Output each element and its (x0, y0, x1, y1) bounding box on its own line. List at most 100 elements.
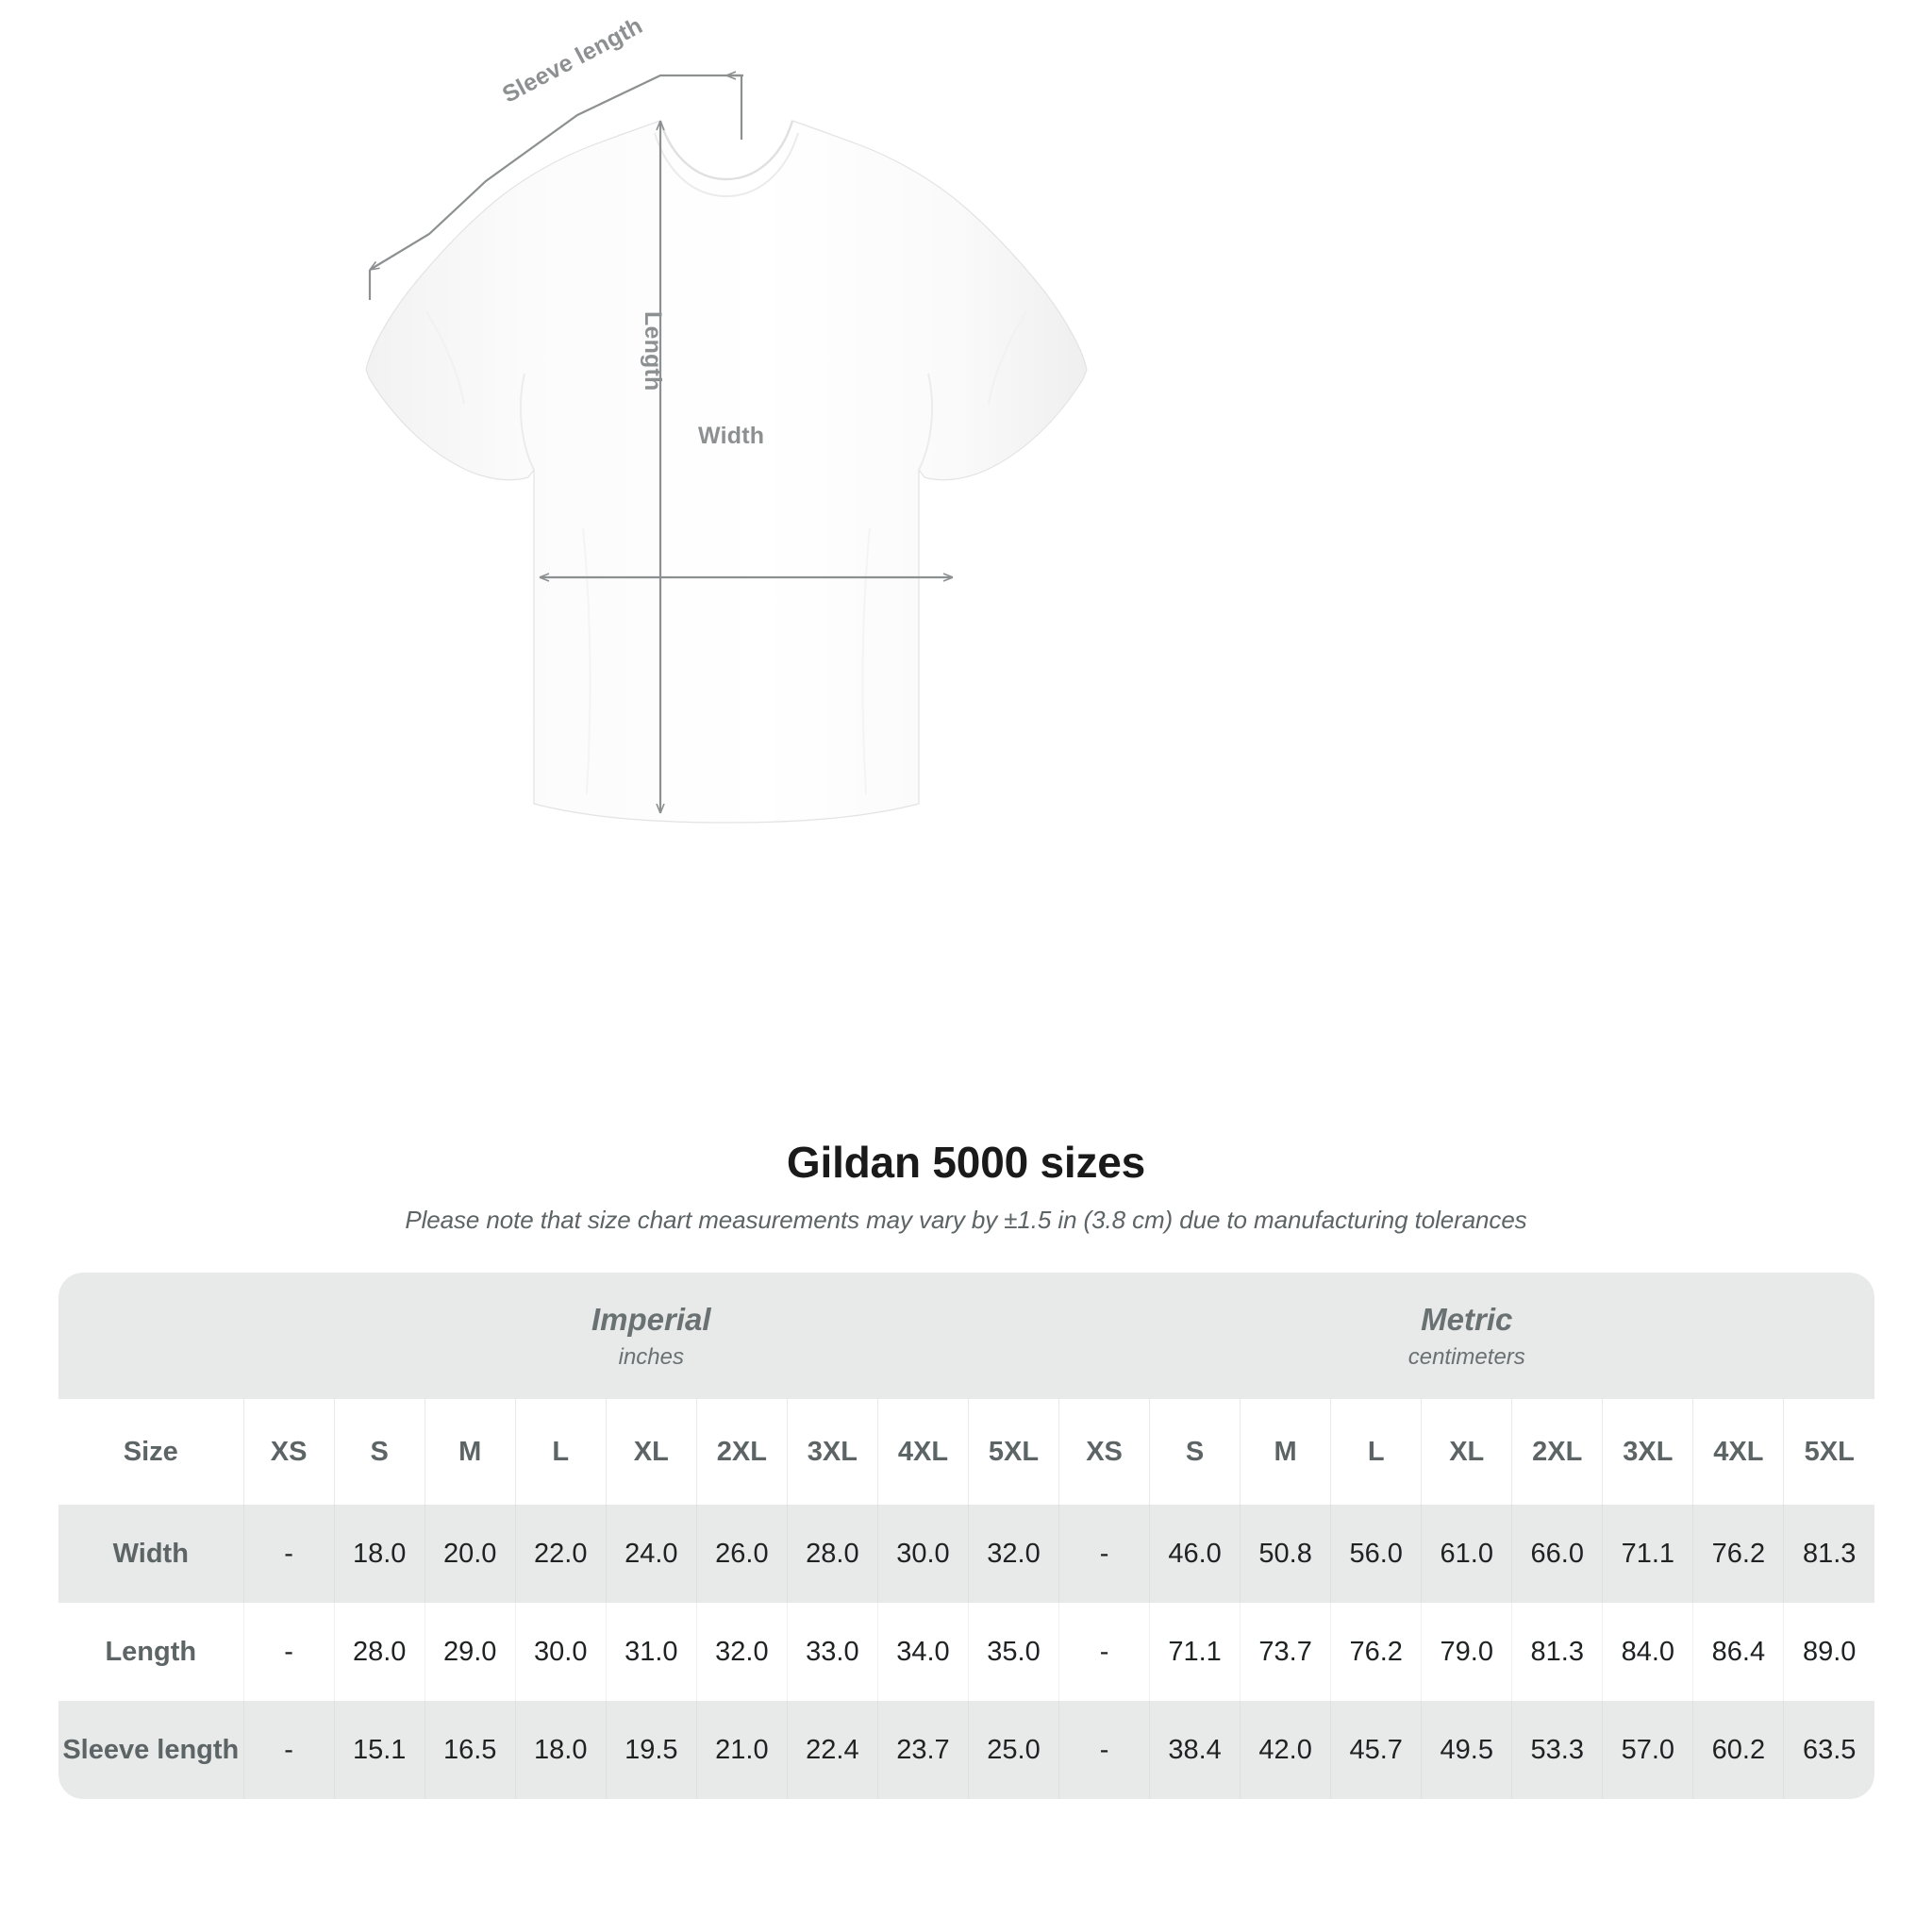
size-header-metric-s: S (1149, 1399, 1241, 1505)
cell-metric-sleeve-length-3xl: 57.0 (1602, 1701, 1693, 1799)
size-header-imperial-xl: XL (605, 1399, 697, 1505)
cell-metric-length-l: 76.2 (1330, 1603, 1422, 1701)
unit-header-spacer (58, 1273, 244, 1399)
cell-metric-length-2xl: 81.3 (1511, 1603, 1603, 1701)
cell-metric-width-2xl: 66.0 (1511, 1505, 1603, 1603)
cell-imperial-length-s: 28.0 (333, 1603, 425, 1701)
size-header-imperial-m: M (424, 1399, 516, 1505)
size-header-row: Size XS S M L XL 2XL 3XL 4XL 5XL XS S M L XL 2XL 3XL 4XL 5… (58, 1399, 1874, 1505)
size-header-imperial-2xl: 2XL (695, 1399, 788, 1505)
row-header-length: Length (58, 1603, 244, 1701)
cell-imperial-sleeve-length-m: 16.5 (424, 1701, 516, 1799)
cell-imperial-width-xl: 24.0 (605, 1505, 697, 1603)
cell-metric-width-l: 56.0 (1330, 1505, 1422, 1603)
cell-metric-length-xs: - (1058, 1603, 1150, 1701)
cell-imperial-sleeve-length-l: 18.0 (514, 1701, 607, 1799)
size-header-metric-xs: XS (1058, 1399, 1150, 1505)
heading-block: Gildan 5000 sizes Please note that size … (0, 1140, 1932, 1235)
row-header-width: Width (58, 1505, 244, 1603)
cell-imperial-sleeve-length-3xl: 22.4 (786, 1701, 878, 1799)
size-header-imperial-4xl: 4XL (876, 1399, 969, 1505)
cell-imperial-width-5xl: 32.0 (967, 1505, 1059, 1603)
cell-imperial-sleeve-length-4xl: 23.7 (876, 1701, 969, 1799)
size-header-label: Size (58, 1399, 244, 1505)
size-table: Imperial inches Metric centimeters Size XS S M L… (58, 1273, 1874, 1799)
size-header-imperial-l: L (514, 1399, 607, 1505)
size-header-imperial-xs: XS (242, 1399, 335, 1505)
cell-imperial-width-2xl: 26.0 (695, 1505, 788, 1603)
table-row: Sleeve length -15.1 16.5 18.0 19.5 21.0 22.4 23… (58, 1701, 1874, 1799)
unit-group-unit: inches (618, 1344, 684, 1371)
cell-imperial-width-xs: - (242, 1505, 335, 1603)
cell-metric-width-5xl: 81.3 (1783, 1505, 1874, 1603)
cell-imperial-sleeve-length-s: 15.1 (333, 1701, 425, 1799)
cell-imperial-width-3xl: 28.0 (786, 1505, 878, 1603)
table-row: Length -28.0 29.0 30.0 31.0 32.0 33.0 34.0 35.0-… (58, 1603, 1874, 1701)
unit-group-metric: Metric centimeters (1058, 1273, 1874, 1399)
unit-group-name: Imperial (591, 1301, 711, 1337)
width-label: Width (698, 423, 765, 449)
size-header-metric-4xl: 4XL (1692, 1399, 1784, 1505)
size-header-metric-5xl: 5XL (1783, 1399, 1874, 1505)
size-table-container: Imperial inches Metric centimeters Size XS S M L… (58, 1273, 1874, 1799)
cell-imperial-length-5xl: 35.0 (967, 1603, 1059, 1701)
cell-metric-sleeve-length-s: 38.4 (1149, 1701, 1241, 1799)
cell-metric-width-s: 46.0 (1149, 1505, 1241, 1603)
length-label: Length (640, 311, 666, 391)
unit-group-unit: centimeters (1407, 1344, 1525, 1371)
cell-metric-length-5xl: 89.0 (1783, 1603, 1874, 1701)
cell-metric-width-xl: 61.0 (1421, 1505, 1512, 1603)
cell-imperial-length-2xl: 32.0 (695, 1603, 788, 1701)
cell-imperial-sleeve-length-5xl: 25.0 (967, 1701, 1059, 1799)
cell-imperial-sleeve-length-2xl: 21.0 (695, 1701, 788, 1799)
cell-metric-sleeve-length-xl: 49.5 (1421, 1701, 1512, 1799)
cell-imperial-length-m: 29.0 (424, 1603, 516, 1701)
size-header-imperial-3xl: 3XL (786, 1399, 878, 1505)
row-header-sleeve-length: Sleeve length (58, 1701, 244, 1799)
cell-metric-sleeve-length-5xl: 63.5 (1783, 1701, 1874, 1799)
cell-metric-length-4xl: 86.4 (1692, 1603, 1784, 1701)
unit-group-imperial: Imperial inches (243, 1273, 1059, 1399)
size-header-metric-xl: XL (1421, 1399, 1512, 1505)
cell-imperial-length-4xl: 34.0 (876, 1603, 969, 1701)
page-title: Gildan 5000 sizes (786, 1138, 1146, 1187)
cell-metric-width-xs: - (1058, 1505, 1150, 1603)
cell-imperial-length-xs: - (242, 1603, 335, 1701)
unit-group-name: Metric (1421, 1301, 1513, 1337)
cell-imperial-width-s: 18.0 (333, 1505, 425, 1603)
cell-metric-length-m: 73.7 (1240, 1603, 1331, 1701)
cell-metric-width-3xl: 71.1 (1602, 1505, 1693, 1603)
cell-imperial-width-m: 20.0 (424, 1505, 516, 1603)
cell-imperial-sleeve-length-xl: 19.5 (605, 1701, 697, 1799)
cell-metric-sleeve-length-l: 45.7 (1330, 1701, 1422, 1799)
cell-metric-sleeve-length-4xl: 60.2 (1692, 1701, 1784, 1799)
sleeve-dimension-arrow (368, 71, 743, 300)
cell-imperial-width-l: 22.0 (514, 1505, 607, 1603)
cell-metric-sleeve-length-2xl: 53.3 (1511, 1701, 1603, 1799)
tshirt-illustration (365, 71, 1088, 824)
cell-metric-length-xl: 79.0 (1421, 1603, 1512, 1701)
cell-imperial-length-l: 30.0 (514, 1603, 607, 1701)
cell-imperial-width-4xl: 30.0 (876, 1505, 969, 1603)
cell-imperial-length-3xl: 33.0 (786, 1603, 878, 1701)
cell-metric-width-4xl: 76.2 (1692, 1505, 1784, 1603)
size-header-imperial-s: S (333, 1399, 425, 1505)
table-row: Width -18.0 20.0 22.0 24.0 26.0 28.0 30.0 32.0-4… (58, 1505, 1874, 1603)
cell-metric-length-s: 71.1 (1149, 1603, 1241, 1701)
tshirt-shape (365, 120, 1088, 824)
cell-imperial-length-xl: 31.0 (605, 1603, 697, 1701)
size-header-imperial-5xl: 5XL (967, 1399, 1059, 1505)
size-header-metric-m: M (1240, 1399, 1331, 1505)
tolerance-note: Please note that size chart measurements… (405, 1206, 1527, 1235)
size-header-metric-3xl: 3XL (1602, 1399, 1693, 1505)
unit-header-row: Imperial inches Metric centimeters (58, 1273, 1874, 1399)
cell-metric-length-3xl: 84.0 (1602, 1603, 1693, 1701)
cell-metric-sleeve-length-xs: - (1058, 1701, 1150, 1799)
cell-imperial-sleeve-length-xs: - (242, 1701, 335, 1799)
size-header-metric-l: L (1330, 1399, 1422, 1505)
cell-metric-width-m: 50.8 (1240, 1505, 1331, 1603)
size-header-metric-2xl: 2XL (1511, 1399, 1603, 1505)
cell-metric-sleeve-length-m: 42.0 (1240, 1701, 1331, 1799)
tshirt-diagram: Sleeve length Length Width (365, 12, 1088, 824)
